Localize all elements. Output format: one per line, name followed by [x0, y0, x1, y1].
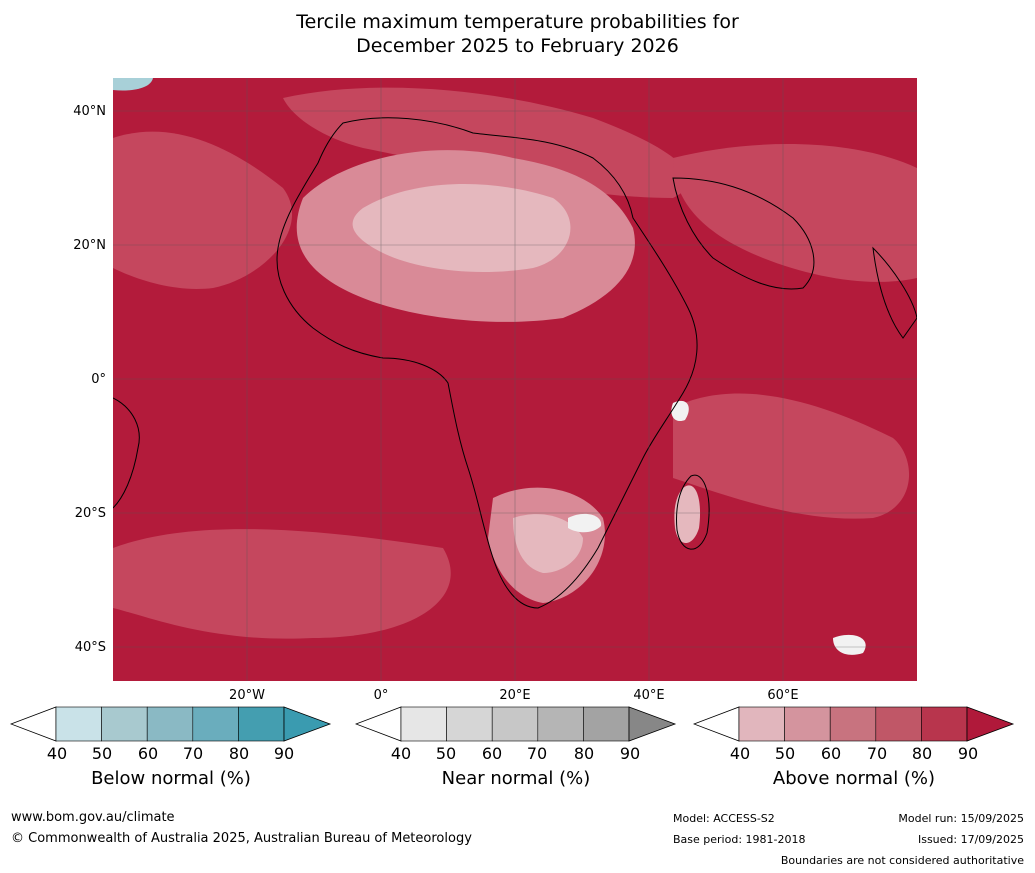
- model-run: Model run: 15/09/2025: [898, 812, 1024, 825]
- website-link[interactable]: www.bom.gov.au/climate: [11, 810, 175, 825]
- lat-label-40s: 40°S: [74, 640, 106, 655]
- colorbar-segment: [829, 706, 877, 742]
- colorbar-segment: [101, 706, 148, 742]
- arabia-coast: [672, 177, 815, 290]
- title-line-1: Tercile maximum temperature probabilitie…: [296, 11, 739, 33]
- lon-label-60e: 60°E: [767, 688, 799, 703]
- issued-date: Issued: 17/09/2025: [917, 833, 1024, 846]
- lon-label-20e: 20°E: [499, 688, 531, 703]
- south-ocean-white: [833, 634, 866, 655]
- colorbar-segment: [146, 706, 194, 742]
- tick-label: 90: [619, 744, 641, 763]
- lat-label-20s: 20°S: [74, 506, 106, 521]
- tick-label: 90: [273, 744, 295, 763]
- probability-map: [113, 78, 917, 681]
- south-america-coast: [113, 397, 140, 509]
- colorbar-segment: [875, 706, 922, 742]
- colorbar-segment: [238, 706, 285, 742]
- tick-label: 40: [729, 744, 751, 763]
- tick-label: 70: [182, 744, 204, 763]
- lat-label-0: 0°: [91, 372, 106, 387]
- colorbar-segment: [921, 706, 968, 742]
- colorbar-extend-low: [693, 706, 740, 742]
- colorbar-extend-low: [355, 706, 402, 742]
- near-normal-title: Near normal (%): [441, 768, 591, 789]
- below-normal-title: Below normal (%): [91, 768, 251, 789]
- tick-label: 70: [866, 744, 888, 763]
- colorbar-segment: [537, 706, 584, 742]
- lon-label-20w: 20°W: [229, 688, 265, 703]
- tick-label: 60: [137, 744, 159, 763]
- mozambique-white: [568, 513, 602, 533]
- above-normal-title: Above normal (%): [772, 768, 936, 789]
- tick-label: 50: [774, 744, 796, 763]
- colorbar-segment: [491, 706, 539, 742]
- indian-ocean-band: [673, 393, 910, 519]
- madagascar-low: [674, 485, 701, 543]
- tick-label: 40: [390, 744, 412, 763]
- colorbar-segment: [55, 706, 102, 742]
- tick-label: 50: [435, 744, 457, 763]
- above-normal-colorbar: [693, 706, 1015, 742]
- below-normal-colorbar: [10, 706, 332, 742]
- title-line-2: December 2025 to February 2026: [356, 35, 679, 57]
- tick-label: 70: [526, 744, 548, 763]
- colorbar-extend-low: [10, 706, 57, 742]
- model-name: Model: ACCESS-S2: [673, 812, 775, 825]
- lat-label-40n: 40°N: [73, 104, 106, 119]
- tick-label: 90: [957, 744, 979, 763]
- arabia-band: [673, 144, 917, 282]
- southern-africa-lower: [513, 514, 583, 573]
- tick-label: 50: [91, 744, 113, 763]
- colorbar-segment: [400, 706, 447, 742]
- south-atlantic-band: [113, 529, 451, 639]
- east-africa-white: [671, 400, 689, 422]
- tick-label: 40: [46, 744, 68, 763]
- graticule: [113, 78, 917, 681]
- colorbar-segment: [192, 706, 239, 742]
- tick-label: 60: [820, 744, 842, 763]
- india-coast: [872, 246, 917, 339]
- nw-corner-blue: [113, 78, 153, 91]
- lon-label-40e: 40°E: [633, 688, 665, 703]
- tick-label: 80: [911, 744, 933, 763]
- tick-label: 80: [228, 744, 250, 763]
- colorbar-segment: [738, 706, 785, 742]
- colorbar-segment: [583, 706, 630, 742]
- africa-coastline: [276, 117, 698, 609]
- map-title: Tercile maximum temperature probabilitie…: [0, 10, 1035, 58]
- tick-label: 80: [573, 744, 595, 763]
- lat-label-20n: 20°N: [73, 238, 106, 253]
- colorbar-extend-high: [966, 706, 1015, 742]
- sahara-core: [352, 184, 571, 273]
- colorbar-segment: [446, 706, 493, 742]
- disclaimer: Boundaries are not considered authoritat…: [780, 854, 1024, 867]
- lon-label-0: 0°: [373, 688, 389, 703]
- base-period: Base period: 1981-2018: [673, 833, 806, 846]
- tick-label: 60: [481, 744, 503, 763]
- colorbar-extend-high: [283, 706, 332, 742]
- mediterranean-band: [283, 87, 689, 198]
- copyright-text: © Commonwealth of Australia 2025, Austra…: [11, 831, 472, 846]
- madagascar-coast: [676, 474, 710, 550]
- colorbar-segment: [784, 706, 831, 742]
- near-normal-colorbar: [355, 706, 677, 742]
- colorbar-extend-high: [628, 706, 677, 742]
